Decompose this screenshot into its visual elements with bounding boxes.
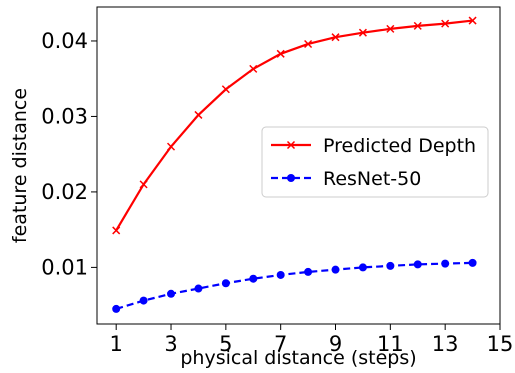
legend-swatch-marker — [286, 140, 296, 150]
resnet-50-point — [249, 274, 258, 283]
resnet-50-point — [468, 258, 477, 267]
predicted-depth-point — [358, 28, 367, 37]
legend-swatch-marker — [287, 174, 295, 182]
legend-box — [261, 126, 489, 198]
resnet-50-point — [221, 279, 230, 288]
x-tick-label: 5 — [219, 332, 232, 356]
predicted-depth-point — [441, 19, 450, 28]
predicted-depth-point — [166, 142, 176, 151]
series-resnet-50 — [112, 258, 477, 313]
predicted-depth-point — [386, 24, 395, 33]
y-tick-label: 0.03 — [41, 104, 88, 128]
y-tick-label: 0.01 — [41, 255, 88, 279]
predicted-depth-point — [112, 226, 121, 235]
predicted-depth-point — [249, 64, 258, 73]
predicted-depth-point — [194, 110, 203, 119]
legend-entry-predicted-depth: Predicted Depth — [271, 135, 476, 157]
resnet-50-line — [115, 261, 473, 310]
resnet-50-point — [331, 265, 340, 274]
predicted-depth-point — [331, 33, 340, 42]
legend: Predicted Depth ResNet-50 — [261, 126, 489, 198]
predicted-depth-point — [468, 16, 477, 25]
x-tick-label: 1 — [110, 332, 123, 356]
axis-ticks: 1 3 5 7 9 11 13 150.010.020.030.04 — [41, 29, 513, 356]
x-tick-label: 9 — [329, 332, 342, 356]
x-tick-label: 3 — [164, 332, 177, 356]
legend-label: Predicted Depth — [323, 135, 476, 157]
x-tick-label: 13 — [432, 332, 459, 356]
resnet-50-point — [441, 259, 450, 268]
predicted-depth-point — [221, 85, 230, 94]
x-tick-label: 7 — [274, 332, 287, 356]
series-predicted-depth — [112, 16, 477, 235]
resnet-50-point — [167, 289, 176, 298]
x-axis-label: physical distance (steps) — [180, 347, 416, 369]
legend-entry-resnet-50: ResNet-50 — [271, 168, 421, 190]
resnet-50-point — [194, 284, 203, 293]
x-tick-label: 11 — [377, 332, 404, 356]
y-tick-label: 0.02 — [41, 180, 88, 204]
axes-frame — [96, 6, 501, 325]
resnet-50-point — [276, 270, 285, 279]
resnet-50-point — [386, 261, 395, 270]
predicted-depth-point — [304, 39, 313, 49]
x-tick-label: 15 — [487, 332, 514, 356]
resnet-50-point — [358, 263, 367, 272]
resnet-50-point — [139, 296, 148, 305]
predicted-depth-point — [139, 180, 148, 189]
y-tick-label: 0.04 — [41, 29, 88, 53]
legend-label: ResNet-50 — [323, 168, 421, 190]
resnet-50-point — [413, 260, 422, 269]
resnet-50-point — [112, 304, 121, 313]
predicted-depth-line — [115, 19, 473, 231]
plot-area — [112, 16, 477, 313]
y-axis-label: feature distance — [9, 88, 31, 243]
predicted-depth-point — [413, 21, 422, 30]
resnet-50-point — [304, 267, 313, 276]
predicted-depth-point — [276, 49, 285, 58]
